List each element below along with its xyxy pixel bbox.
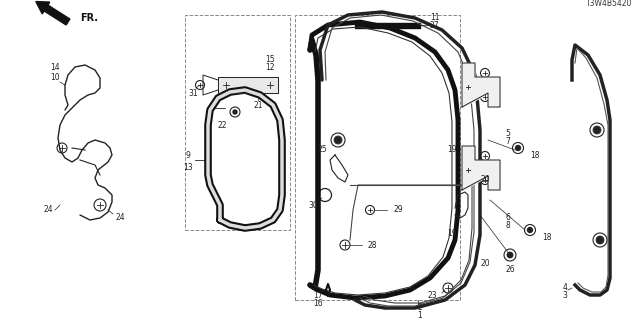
Text: 3: 3 — [563, 291, 568, 300]
Text: 24: 24 — [115, 213, 125, 222]
Text: 31: 31 — [188, 89, 198, 98]
Text: 18: 18 — [530, 150, 540, 159]
Text: 14: 14 — [50, 63, 60, 73]
Text: 29: 29 — [393, 205, 403, 214]
Bar — [185, 15, 290, 230]
Circle shape — [516, 146, 520, 150]
Text: 16: 16 — [313, 299, 323, 308]
Text: 30: 30 — [308, 201, 318, 210]
Text: 18: 18 — [542, 234, 552, 243]
Text: 4: 4 — [563, 284, 568, 292]
Text: 19: 19 — [447, 146, 457, 155]
FancyArrow shape — [36, 2, 70, 25]
Circle shape — [335, 137, 341, 143]
Text: 20: 20 — [480, 175, 490, 185]
Text: 23: 23 — [428, 292, 437, 300]
Text: FR.: FR. — [80, 13, 98, 23]
Text: 27: 27 — [430, 20, 440, 29]
Text: 1: 1 — [418, 310, 422, 319]
Text: 12: 12 — [265, 62, 275, 71]
Polygon shape — [462, 63, 500, 107]
Text: 8: 8 — [505, 220, 509, 229]
Text: T3W4B5420: T3W4B5420 — [586, 0, 632, 8]
Text: 26: 26 — [505, 266, 515, 275]
Circle shape — [233, 110, 237, 114]
Text: 10: 10 — [50, 74, 60, 83]
Circle shape — [594, 127, 600, 133]
Bar — [295, 15, 460, 300]
Text: 11: 11 — [430, 13, 440, 22]
Text: 6: 6 — [505, 212, 510, 221]
Polygon shape — [462, 146, 500, 190]
Text: 22: 22 — [217, 121, 227, 130]
Text: 2: 2 — [418, 303, 422, 313]
Text: 5: 5 — [505, 130, 510, 139]
Text: 24: 24 — [43, 205, 53, 214]
Text: 19: 19 — [447, 228, 457, 237]
Text: 21: 21 — [253, 100, 263, 109]
Circle shape — [527, 228, 532, 232]
Text: 15: 15 — [265, 54, 275, 63]
Text: 28: 28 — [368, 241, 378, 250]
Text: 17: 17 — [313, 292, 323, 300]
Text: 7: 7 — [505, 138, 510, 147]
Text: 9: 9 — [186, 150, 191, 159]
Circle shape — [508, 252, 513, 258]
Circle shape — [597, 237, 603, 243]
Text: 20: 20 — [480, 259, 490, 268]
Text: 25: 25 — [317, 146, 327, 155]
Polygon shape — [218, 77, 278, 93]
Text: 13: 13 — [183, 163, 193, 172]
